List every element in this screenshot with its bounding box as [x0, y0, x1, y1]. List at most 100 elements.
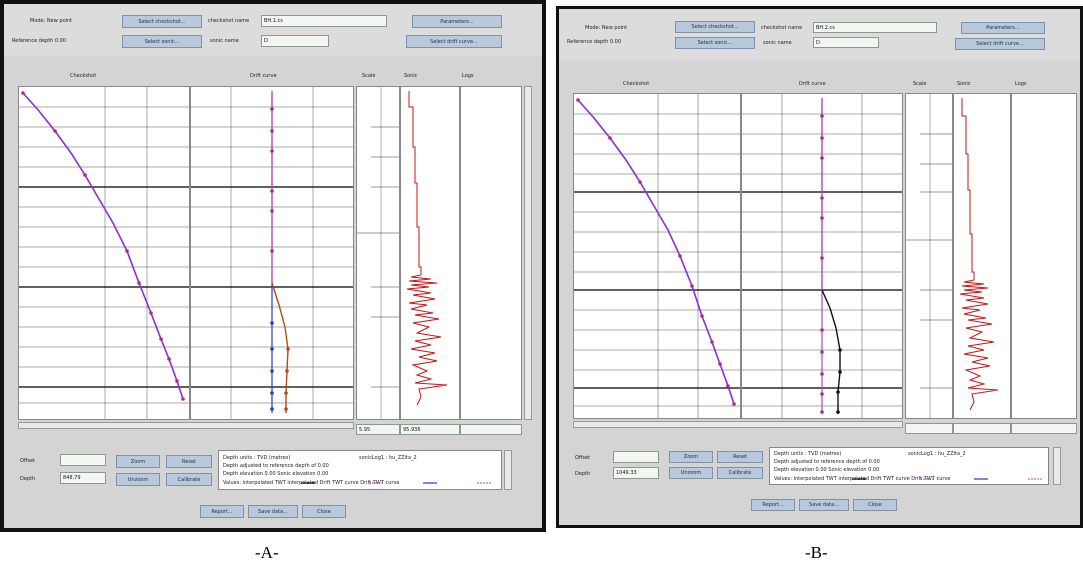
legend-sonic-log: sonicLog1 : hu_ZZita_2 [359, 455, 417, 461]
logs-readout [1011, 423, 1077, 434]
select-checkshot-button[interactable]: Select checkshot... [675, 21, 755, 33]
legend-line-3: Depth elevation 0.00 Sonic elevation 0.0… [774, 467, 880, 473]
legend-scrollbar[interactable] [1053, 447, 1061, 485]
select-sonic-button[interactable]: Select sonic... [675, 37, 755, 49]
sonic-name-field[interactable]: D [261, 35, 329, 47]
horizontal-scrollbar[interactable] [573, 421, 903, 428]
scale-readout [905, 423, 953, 434]
checkshot-name-field[interactable]: BH.2.cs [813, 22, 937, 33]
sonic-log-svg [959, 98, 999, 411]
reference-depth-label: Reference depth 0.00 [567, 39, 622, 45]
checkshot-name-field[interactable]: BH.1.cs [261, 15, 387, 27]
offset-label: Offset [20, 458, 36, 464]
legend-scrollbar[interactable] [504, 450, 512, 490]
select-checkshot-button[interactable]: Select checkshot... [122, 15, 202, 28]
scale-track-svg [357, 87, 399, 419]
save-data-button[interactable]: Save data... [248, 505, 298, 518]
depth-field[interactable]: 1049.33 [613, 467, 659, 479]
checkshot-points [21, 91, 185, 401]
checkshot-curve [577, 99, 735, 405]
mode-label: Mode: New point [585, 25, 628, 31]
checkshot-name-label: checkshot name [761, 25, 803, 31]
checkshot-points [576, 98, 736, 406]
sonic-track[interactable] [400, 86, 460, 420]
sonic-name-label: sonic name [763, 40, 792, 46]
unzoom-button[interactable]: Unzoom [669, 467, 713, 479]
reset-button[interactable]: Reset [717, 451, 763, 463]
logs-readout [460, 424, 522, 435]
drift-curve-plot[interactable] [741, 93, 903, 419]
checkshot-name-label: checkshot name [208, 18, 250, 24]
checkshot-plot-svg [19, 87, 189, 419]
drift-curve-points [284, 347, 290, 411]
legend-line-2: Depth adjusted to reference depth of 0.0… [223, 463, 329, 469]
select-sonic-button[interactable]: Select sonic... [122, 35, 202, 48]
logs-track [460, 86, 522, 420]
sonic-readout: 95.936 [400, 424, 460, 435]
close-button[interactable]: Close [853, 499, 897, 511]
top-control-panel: Mode: New point Reference depth 0.00 Sel… [4, 4, 542, 56]
save-data-button[interactable]: Save data... [799, 499, 849, 511]
sonic-log-curve [406, 91, 448, 406]
offset-field[interactable] [60, 454, 106, 466]
checkshot-calibration-window-a: Mode: New point Reference depth 0.00 Sel… [0, 0, 546, 532]
report-button[interactable]: Report... [751, 499, 795, 511]
scale-track [905, 93, 953, 419]
drift-points-lower [270, 321, 274, 411]
parameters-button[interactable]: Parameters... [961, 22, 1045, 34]
legend-line-2: Depth adjusted to reference depth of 0.0… [774, 459, 880, 465]
zoom-button[interactable]: Zoom [669, 451, 713, 463]
sonic-name-label: sonic name [210, 38, 239, 44]
depth-label: Depth [575, 471, 591, 477]
drift-column-header: Drift curve [799, 81, 826, 87]
checkshot-plot-svg [574, 94, 740, 418]
scale-readout: 5.95 [356, 424, 400, 435]
offset-field[interactable] [613, 451, 659, 463]
close-button[interactable]: Close [302, 505, 346, 518]
zoom-button[interactable]: Zoom [116, 455, 160, 468]
scale-column-header: Scale [362, 73, 376, 79]
legend-swatches [852, 478, 1042, 480]
calibrate-button[interactable]: Calibrate [717, 467, 763, 479]
drift-curve-plot[interactable] [190, 86, 354, 420]
reset-button[interactable]: Reset [166, 455, 212, 468]
checkshot-plot[interactable] [18, 86, 190, 420]
drift-plot-svg [742, 94, 902, 418]
legend-panel: Depth units : TVD (metres) Depth adjuste… [769, 447, 1049, 485]
figure-label-a: -A- [255, 543, 279, 562]
top-control-panel: Mode: New point Reference depth 0.00 Sel… [559, 9, 1080, 61]
legend-sonic-log: sonicLog1 : hu_ZZita_2 [908, 451, 966, 457]
vertical-scrollbar[interactable] [524, 86, 532, 420]
report-button[interactable]: Report... [200, 505, 244, 518]
offset-label: Offset [575, 455, 591, 461]
sonic-log-svg [406, 91, 448, 406]
logs-column-header: Logs [1015, 81, 1027, 87]
scale-track [356, 86, 400, 420]
drift-points-upper [270, 107, 274, 253]
legend-line-1: Depth units : TVD (metres) [774, 451, 842, 457]
checkshot-column-header: Checkshot [70, 73, 97, 79]
legend-panel: Depth units : TVD (metres) Depth adjuste… [218, 450, 502, 490]
select-drift-curve-button[interactable]: Select drift curve... [406, 35, 502, 48]
sonic-column-header: Sonic [404, 73, 418, 79]
mode-label: Mode: New point [30, 18, 73, 24]
logs-column-header: Logs [462, 73, 474, 79]
drift-curve [821, 289, 841, 414]
drift-curve-points [836, 348, 842, 414]
legend-line-3: Depth elevation 0.00 Sonic elevation 0.0… [223, 471, 329, 477]
parameters-button[interactable]: Parameters... [412, 15, 502, 28]
sonic-track[interactable] [953, 93, 1011, 419]
sonic-name-field[interactable]: D [813, 37, 879, 48]
sonic-column-header: Sonic [957, 81, 971, 87]
horizontal-scrollbar[interactable] [18, 422, 354, 429]
drift-plot-svg [191, 87, 353, 419]
checkshot-plot[interactable] [573, 93, 741, 419]
reference-depth-label: Reference depth 0.00 [12, 38, 67, 44]
unzoom-button[interactable]: Unzoom [116, 473, 160, 486]
legend-swatches [301, 482, 491, 484]
calibrate-button[interactable]: Calibrate [166, 473, 212, 486]
scale-column-header: Scale [913, 81, 927, 87]
logs-track [1011, 93, 1077, 419]
depth-field[interactable]: 848.79 [60, 472, 106, 484]
select-drift-curve-button[interactable]: Select drift curve... [955, 38, 1045, 50]
